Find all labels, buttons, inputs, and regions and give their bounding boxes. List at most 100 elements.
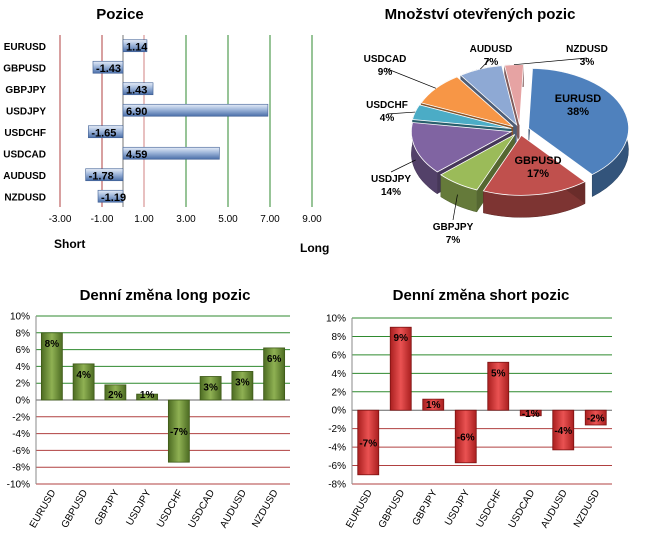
- pie-slice-percent: 4%: [380, 113, 395, 124]
- pie-slice-label: USDCAD: [364, 54, 407, 65]
- positions-chart-svg: -3.00 -1.00 1.00 3.00 5.00 7.00 9.00 EURUSD 1.14…: [3, 35, 329, 255]
- long-label: Long: [300, 241, 329, 255]
- bar: [422, 398, 445, 411]
- data-label: -1.43: [96, 63, 121, 75]
- data-label: -7%: [359, 439, 377, 450]
- category-label: USDJPY: [443, 488, 472, 528]
- bar: [231, 371, 254, 401]
- bar: [552, 409, 575, 451]
- category-label: EURUSD: [28, 488, 59, 530]
- bar: [40, 332, 63, 401]
- y-tick-label: -8%: [328, 480, 346, 491]
- bar: [263, 347, 286, 401]
- daily-long-chart-svg: -10% -8% -6% -4% -2% 0% 2% 4% 6% 8% 10% 8% EURUSD 4% G…: [7, 312, 290, 530]
- y-tick-label: 6%: [16, 345, 31, 356]
- y-tick-label: 6%: [332, 350, 347, 361]
- category-label: USDCAD: [3, 149, 46, 160]
- bar: [122, 103, 269, 117]
- bar: [104, 384, 127, 401]
- bar: [122, 146, 220, 160]
- pie-slice: [482, 134, 586, 196]
- bar: [122, 39, 148, 53]
- bar: [72, 363, 95, 401]
- pie-slice-label: EURUSD: [555, 93, 602, 105]
- pie-leader-line: [384, 67, 437, 89]
- pie-leader-line: [452, 194, 458, 221]
- category-label: EURUSD: [4, 42, 46, 53]
- pie-slice: [420, 76, 514, 127]
- y-tick-label: -8%: [12, 463, 30, 474]
- pie-leader-line: [513, 57, 588, 66]
- y-tick-label: -6%: [328, 461, 346, 472]
- y-tick-label: 0%: [16, 396, 31, 407]
- open-positions-chart-title: Množství otevřených pozic: [384, 6, 576, 23]
- pie-slice-percent: 9%: [378, 67, 393, 78]
- data-label: 4%: [76, 370, 91, 381]
- daily-long-chart: -10% -8% -6% -4% -2% 0% 2% 4% 6% 8% 10% 8% EURUSD 4% G…: [0, 308, 320, 539]
- y-tick-label: 10%: [10, 312, 30, 323]
- x-tick-label: 5.00: [218, 214, 238, 225]
- category-label: NZDUSD: [572, 488, 602, 530]
- bar: [167, 399, 190, 463]
- pie-slice-label: GBPUSD: [514, 155, 561, 167]
- y-tick-label: 2%: [16, 379, 31, 390]
- y-tick-label: 8%: [16, 328, 31, 339]
- category-label: NZDUSD: [4, 192, 46, 203]
- bar: [357, 409, 380, 476]
- pie-leader-line: [390, 159, 416, 173]
- y-tick-label: 10%: [326, 314, 346, 325]
- data-label: 4.59: [126, 149, 147, 161]
- bar: [454, 409, 477, 464]
- data-label: -1.65: [91, 127, 116, 139]
- bar: [584, 409, 607, 426]
- bar: [199, 376, 222, 401]
- bar: [122, 82, 154, 96]
- positions-chart-title: Pozice: [96, 6, 144, 23]
- pie-slice-percent: 14%: [381, 187, 401, 198]
- bar: [88, 125, 124, 139]
- data-label: -1.19: [101, 192, 126, 204]
- x-tick-label: 1.00: [134, 214, 154, 225]
- x-tick-label: 3.00: [176, 214, 196, 225]
- data-label: -4%: [554, 426, 572, 437]
- y-tick-label: 0%: [332, 406, 347, 417]
- pie-slice-percent: 7%: [446, 235, 461, 246]
- daily-short-chart-svg: -8% -6% -4% -2% 0% 2% 4% 6% 8% 10% -7% EURUSD 9% GBPU…: [326, 314, 612, 530]
- y-tick-label: -2%: [12, 412, 30, 423]
- bar: [389, 326, 412, 411]
- bar: [85, 168, 124, 182]
- category-label: AUDUSD: [3, 171, 46, 182]
- bar: [97, 189, 124, 203]
- pie-slice: [410, 122, 513, 173]
- category-label: USDJPY: [6, 106, 46, 117]
- pie-slice-label: USDJPY: [371, 174, 411, 185]
- pie-leader-line: [386, 111, 416, 115]
- y-tick-label: -4%: [12, 429, 30, 440]
- y-tick-label: 4%: [16, 362, 31, 373]
- data-label: -2%: [587, 414, 605, 425]
- x-tick-label: -3.00: [49, 214, 72, 225]
- pie-slice-label: AUDUSD: [470, 44, 513, 55]
- data-label: 2%: [108, 390, 123, 401]
- positions-chart: -3.00 -1.00 1.00 3.00 5.00 7.00 9.00 EURUSD 1.14…: [0, 30, 330, 260]
- data-label: 8%: [45, 339, 60, 350]
- x-tick-label: -1.00: [91, 214, 114, 225]
- y-tick-label: -2%: [328, 424, 346, 435]
- open-positions-chart: EURUSD 38% GBPUSD 17% GBPJPY 7% USDJPY 14% USDCH…: [330, 30, 653, 260]
- category-label: USDCHF: [474, 488, 504, 530]
- y-tick-label: 2%: [332, 387, 347, 398]
- category-label: GBPUSD: [60, 488, 91, 530]
- pie-slice-percent: 38%: [567, 106, 589, 118]
- category-label: USDCAD: [187, 488, 218, 530]
- bar: [519, 409, 542, 417]
- y-tick-label: -10%: [7, 480, 30, 491]
- y-tick-label: -6%: [12, 446, 30, 457]
- data-label: 1.14: [126, 41, 148, 53]
- category-label: USDCHF: [155, 488, 185, 530]
- data-label: -1%: [522, 409, 540, 420]
- data-label: -1.78: [89, 170, 114, 182]
- bar: [487, 361, 510, 411]
- data-label: 3%: [235, 377, 250, 388]
- data-label: -7%: [170, 427, 188, 438]
- category-label: AUDUSD: [539, 488, 570, 530]
